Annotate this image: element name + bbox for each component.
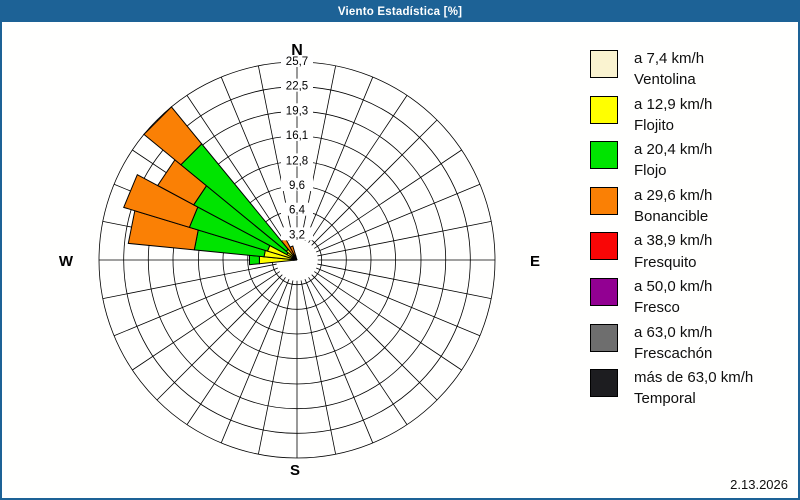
legend-name-text: Temporal [634,390,696,408]
legend-name-text: Flojito [634,116,675,134]
date-label: 2.13.2026 [730,477,788,492]
compass-label-north: N [291,42,303,59]
legend-swatch-ventolina [590,50,618,78]
polar-grid-spoke [220,279,290,444]
wind-rose-petal-WNW-bonancible [123,173,199,228]
legend-label-flojito: a 12,9 km/h Flojito [634,94,712,137]
polar-grid-spoke [186,277,286,425]
legend-speed-text: a 38,9 km/h [634,232,713,250]
radial-tick-backing [281,127,313,141]
polar-grid-spoke [314,271,462,371]
legend-name-text: Flojo [634,162,667,180]
polar-grid-spoke [311,274,438,401]
legend-speed-text: a 63,0 km/h [634,323,713,341]
wind-rose-petal-NNW-bonancible [289,245,297,258]
legend-label-ventolina: a 7,4 km/h Ventolina [634,48,704,91]
radial-tick-backing [281,178,313,192]
polar-grid-spoke [317,263,492,300]
polar-grid-spoke [300,280,337,455]
radial-tick-backing [281,78,313,92]
legend-speed-text: a 29,6 km/h [634,186,713,204]
legend-name-text: Fresco [634,299,680,317]
polar-grid-spoke [304,279,374,444]
polar-grid-spoke [308,277,408,425]
legend-label-flojo: a 20,4 km/h Flojo [634,139,712,182]
legend-entry-flojo: a 20,4 km/h Flojo [590,139,753,182]
legend-swatch-frescachon [590,323,618,352]
legend-speed-text: más de 63,0 km/h [634,369,754,387]
wind-rose-petal-NW-bonancible [143,106,203,166]
radial-tick-label: 22,5 [286,81,308,93]
radial-tick-label: 16,1 [286,130,308,142]
legend-entry-bonancible: a 29,6 km/h Bonancible [590,185,753,228]
polar-grid-spoke [308,95,408,243]
legend-speed-text: a 20,4 km/h [634,141,713,159]
radial-tick-backing [281,227,313,241]
compass-label-south: S [290,462,300,479]
polar-grid-spoke [186,95,286,243]
polar-grid-spoke [304,76,374,241]
radial-tick-backing [281,153,313,167]
polar-grid-spoke [156,274,283,401]
legend-speed-text: a 50,0 km/h [634,277,713,295]
polar-grid-spoke [316,267,481,337]
legend-swatch-bonancible [590,186,618,215]
wind-rose-petal-W-flojo [249,254,260,266]
legend-name-text: Frescachón [634,344,713,362]
polar-grid-spoke [316,183,481,253]
legend-speed-text: a 12,9 km/h [634,95,713,113]
polar-grid-spoke [220,76,290,241]
radial-tick-backing [281,54,313,67]
window-title: Viento Estadística [%] [337,6,463,18]
legend-name-text: Bonancible [634,208,709,226]
legend-swatch-fresquito [590,232,618,261]
legend-speed-text: a 7,4 km/h [634,50,705,67]
polar-grid-spoke [113,267,278,337]
legend-entry-temporal: más de 63,0 km/h Temporal [590,367,753,410]
legend-entry-fresco: a 50,0 km/h Fresco [590,276,753,319]
polar-grid-spoke [132,271,280,371]
polar-grid-spoke [257,280,294,455]
legend-label-fresquito: a 38,9 km/h Fresquito [634,230,712,273]
legend-swatch-fresco [590,277,618,306]
radial-tick-label: 19,3 [286,105,308,117]
window-titlebar: Viento Estadística [%] [2,2,798,22]
polar-grid-spoke [311,119,438,246]
polar-grid-spoke [317,220,492,257]
legend-label-temporal: más de 63,0 km/h Temporal [634,367,753,410]
legend-name-text: Fresquito [634,253,697,271]
wind-rose-chart: 3,2 6,4 9,6 12,8 16,1 19,3 22,5 25,7N S W E [59,42,540,479]
legend-entry-frescachon: a 63,0 km/h Frescachón [590,322,753,365]
compass-label-east: E [530,253,540,270]
legend-entry-ventolina: a 7,4 km/h Ventolina [590,48,753,91]
legend-entry-fresquito: a 38,9 km/h Fresquito [590,230,753,273]
legend-name-text: Ventolina [634,71,696,89]
radial-tick-backing [281,103,313,117]
legend-label-frescachon: a 63,0 km/h Frescachón [634,322,712,365]
legend-label-bonancible: a 29,6 km/h Bonancible [634,185,712,228]
polar-grid-spoke [102,263,277,300]
legend-swatch-flojo [590,141,618,170]
radial-tick-backing [281,202,313,216]
legend-swatch-temporal [590,369,618,398]
compass-label-west: W [59,253,74,270]
radial-tick-label: 25,7 [286,56,308,68]
radial-tick-label: 3,2 [289,229,305,241]
legend: a 7,4 km/h Ventolina a 12,9 km/h Flojito a 2… [590,48,753,413]
radial-tick-label: 6,4 [289,205,306,217]
legend-entry-flojito: a 12,9 km/h Flojito [590,94,753,137]
polar-grid-spoke [314,149,462,249]
radial-tick-label: 9,6 [289,180,305,192]
radial-tick-label: 12,8 [286,155,308,167]
legend-swatch-flojito [590,95,618,124]
legend-label-fresco: a 50,0 km/h Fresco [634,276,712,319]
